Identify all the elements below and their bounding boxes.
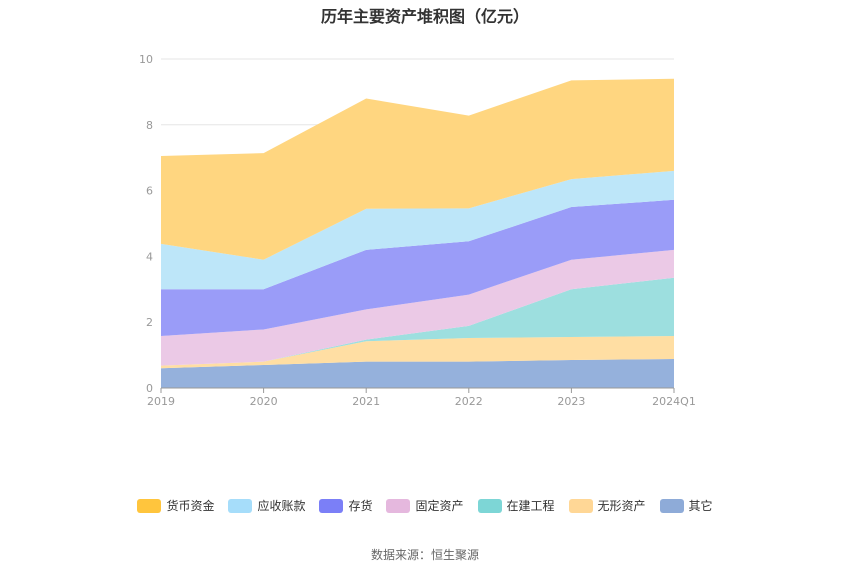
legend-item[interactable]: 固定资产 xyxy=(386,497,464,514)
data-source: 数据来源：恒生聚源 xyxy=(370,548,479,562)
y-tick-label: 4 xyxy=(146,250,153,263)
legend: 货币资金 应收账款 存货 固定资产 在建工程 无形资产 其它 xyxy=(0,497,850,514)
area-series-5 xyxy=(161,170,674,290)
legend-label: 固定资产 xyxy=(415,499,464,513)
chart-title: 历年主要资产堆积图（亿元） xyxy=(320,7,529,26)
area-series-1 xyxy=(161,336,674,369)
legend-item[interactable]: 其它 xyxy=(659,497,713,514)
legend-swatch xyxy=(477,498,502,513)
x-tick-label: 2024Q1 xyxy=(652,395,696,408)
area-series-4 xyxy=(161,199,674,337)
area-series-3 xyxy=(161,249,674,366)
legend-swatch xyxy=(137,498,162,513)
legend-item[interactable]: 无形资产 xyxy=(568,497,646,514)
legend-swatch xyxy=(568,498,593,513)
legend-label: 货币资金 xyxy=(166,499,215,513)
legend-label: 存货 xyxy=(348,499,373,513)
x-tick-label: 2022 xyxy=(455,395,483,408)
legend-label: 在建工程 xyxy=(506,499,555,513)
stacked-area-chart: 0 2 4 6 8 10 2019 2020 2021 2022 2023 2024Q1 xyxy=(139,53,696,408)
y-tick-label: 10 xyxy=(139,53,153,66)
legend-label: 无形资产 xyxy=(597,499,646,513)
x-tick-label: 2023 xyxy=(557,395,585,408)
area-series-2 xyxy=(161,277,674,366)
legend-item[interactable]: 在建工程 xyxy=(477,497,555,514)
legend-swatch xyxy=(319,498,344,513)
y-tick-label: 0 xyxy=(146,382,153,395)
legend-swatch xyxy=(659,498,684,513)
legend-swatch xyxy=(386,498,411,513)
legend-item[interactable]: 应收账款 xyxy=(228,497,305,514)
y-tick-label: 2 xyxy=(146,316,153,329)
x-tick-label: 2021 xyxy=(352,395,380,408)
legend-item[interactable]: 存货 xyxy=(319,497,372,514)
area-series-6 xyxy=(161,78,674,260)
legend-swatch xyxy=(228,498,253,513)
legend-label: 其它 xyxy=(688,499,713,513)
legend-label: 应收账款 xyxy=(257,499,306,513)
x-tick-label: 2019 xyxy=(147,395,175,408)
x-tick-label: 2020 xyxy=(250,395,278,408)
y-tick-label: 6 xyxy=(146,185,153,198)
legend-item[interactable]: 货币资金 xyxy=(137,497,214,514)
area-series-0 xyxy=(161,359,674,388)
y-tick-label: 8 xyxy=(146,119,153,132)
